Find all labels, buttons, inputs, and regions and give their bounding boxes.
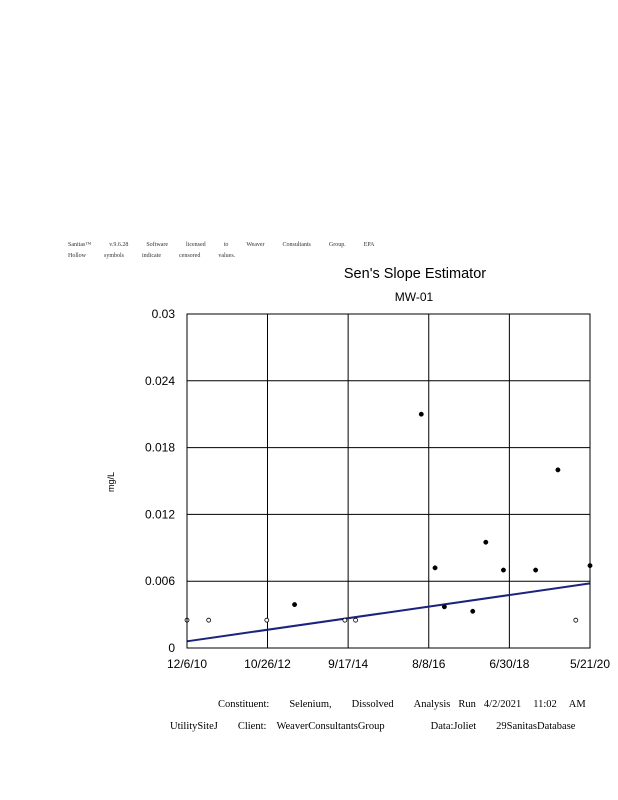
censored-data-point bbox=[264, 617, 270, 623]
censored-data-point bbox=[353, 617, 358, 623]
footer-word: Data:Joliet bbox=[430, 721, 477, 732]
y-tick-label: 0.03 bbox=[152, 307, 176, 321]
footer-word: AM bbox=[568, 699, 586, 710]
footer-word: WeaverConsultantsGroup bbox=[276, 721, 385, 732]
data-point bbox=[533, 567, 539, 573]
header-word: indicate bbox=[142, 253, 162, 259]
header-word: Sanitas™ bbox=[68, 242, 92, 248]
chart-title: Sen's Slope Estimator bbox=[344, 266, 486, 282]
y-tick-labels: 0 0.006 0.012 0.018 0.024 0.03 bbox=[145, 307, 175, 655]
data-point bbox=[483, 539, 489, 545]
x-tick-label: 10/26/12 bbox=[244, 657, 291, 671]
trend-line-group bbox=[186, 582, 591, 643]
footer-word: Dissolved bbox=[351, 699, 394, 710]
footer-word: Constituent: bbox=[218, 699, 270, 710]
footer-word: UtilitySiteJ bbox=[170, 721, 218, 732]
header-word: censored bbox=[179, 253, 201, 259]
data-point bbox=[292, 602, 298, 608]
footer-word: 4/2/2021 bbox=[483, 699, 522, 710]
grid-lines bbox=[186, 313, 591, 649]
header-word: to bbox=[223, 242, 229, 248]
x-tick-label: 8/8/16 bbox=[412, 657, 446, 671]
y-tick-label: 0 bbox=[168, 641, 175, 655]
y-tick-label: 0.006 bbox=[145, 574, 175, 588]
footer-word: 11:02 bbox=[533, 699, 557, 710]
data-point bbox=[432, 565, 438, 571]
plot-frame bbox=[186, 313, 591, 649]
header-word: Weaver bbox=[246, 242, 265, 248]
data-point bbox=[500, 567, 506, 573]
x-tick-label: 6/30/18 bbox=[489, 657, 529, 671]
header-word: values. bbox=[218, 253, 236, 259]
censored-data-point bbox=[573, 617, 579, 623]
header-line-2: Hollow symbols indicate censored values. bbox=[68, 253, 253, 259]
x-tick-label: 5/21/20 bbox=[570, 657, 610, 671]
data-points bbox=[184, 411, 593, 623]
header-word: symbols bbox=[104, 253, 125, 259]
y-tick-label: 0.018 bbox=[145, 441, 175, 455]
footer-word: 29SanitasDatabase bbox=[496, 721, 576, 732]
footer-word: Analysis bbox=[413, 699, 451, 710]
footer-word: Run bbox=[458, 699, 476, 710]
header-word: v.9.6.28 bbox=[109, 242, 129, 248]
header-word: EPA bbox=[363, 242, 375, 248]
y-axis-label: mg/L bbox=[106, 472, 116, 492]
header-line-1: Sanitas™ v.9.6.28 Software licensed to Weaver… bbox=[68, 242, 393, 248]
data-point bbox=[470, 608, 476, 614]
footer-word: Client: bbox=[237, 721, 267, 732]
footer-line-2: UtilitySiteJ Client: WeaverConsultantsGrou… bbox=[170, 721, 575, 732]
y-tick-label: 0.024 bbox=[145, 374, 175, 388]
chart-subtitle: MW-01 bbox=[395, 290, 434, 304]
data-point bbox=[555, 467, 561, 473]
footer-line-1: Constituent: Selenium, Dissolved Analysis Ru… bbox=[218, 699, 586, 710]
header-word: Group. bbox=[328, 242, 346, 248]
censored-data-point bbox=[206, 617, 212, 623]
x-tick-label: 9/17/14 bbox=[328, 657, 368, 671]
y-tick-label: 0.012 bbox=[145, 507, 175, 521]
header-word: licensed bbox=[186, 242, 206, 248]
footer-word: Selenium, bbox=[289, 699, 332, 710]
header-word: Software bbox=[146, 242, 169, 248]
x-tick-labels: 12/6/10 10/26/12 9/17/14 8/8/16 6/30/18 5/21/… bbox=[167, 657, 610, 671]
header-word: Consultants bbox=[282, 242, 311, 248]
x-tick-label: 12/6/10 bbox=[167, 657, 207, 671]
data-point bbox=[441, 604, 447, 610]
censored-data-point bbox=[342, 617, 348, 623]
sens-slope-trend-line bbox=[186, 582, 591, 643]
data-point bbox=[418, 411, 424, 417]
header-word: Hollow bbox=[68, 253, 86, 259]
